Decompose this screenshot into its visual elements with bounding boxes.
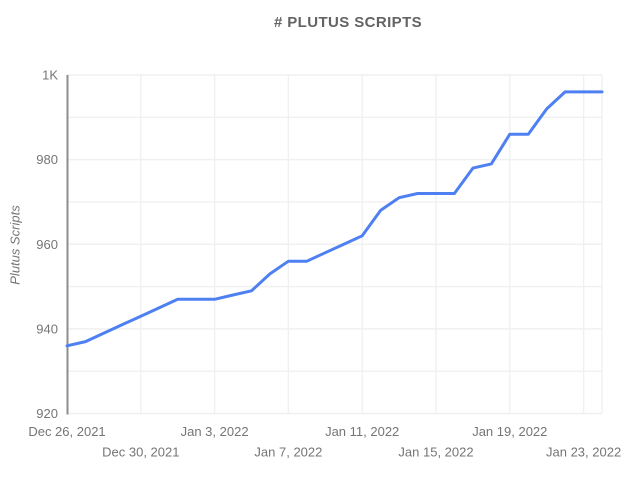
x-tick-label: Jan 15, 2022 [398, 445, 473, 460]
y-tick-label: 960 [36, 237, 58, 252]
chart-title: # PLUTUS SCRIPTS [273, 14, 423, 31]
y-tick-label: 1K [42, 68, 58, 83]
y-tick-label: 940 [36, 321, 58, 336]
x-tick-label: Jan 3, 2022 [181, 424, 249, 439]
x-tick-label: Dec 26, 2021 [28, 424, 105, 439]
x-tick-label: Jan 23, 2022 [546, 445, 621, 460]
x-tick-label: Jan 7, 2022 [254, 445, 322, 460]
x-tick-label: Jan 19, 2022 [472, 424, 547, 439]
y-tick-label: 980 [36, 152, 58, 167]
y-tick-label: 920 [36, 406, 58, 421]
x-tick-label: Jan 11, 2022 [325, 424, 399, 439]
x-tick-label: Dec 30, 2021 [102, 445, 179, 460]
series-line-plutus-scripts [65, 90, 604, 348]
